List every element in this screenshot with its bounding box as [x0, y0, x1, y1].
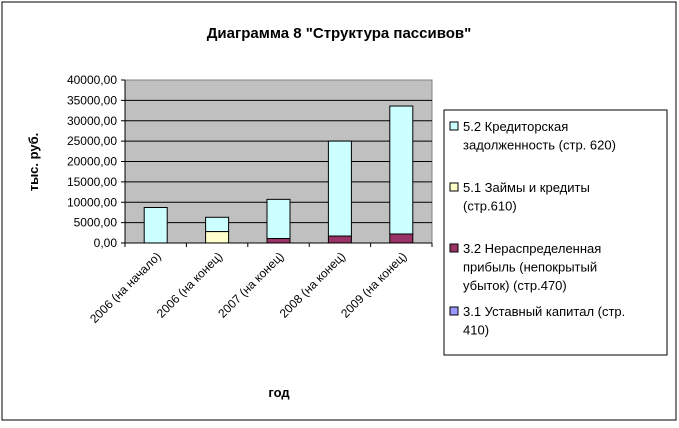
y-tick-label: 40000,00 — [67, 73, 117, 87]
legend-swatch — [450, 244, 458, 252]
bar-segment — [267, 199, 290, 238]
bar-segment — [390, 234, 413, 243]
chart-title: Диаграмма 8 "Структура пассивов" — [207, 25, 472, 42]
y-axis-ticks: 0,00 5000,00 10000,00 15000,00 20000,00 25000… — [67, 73, 125, 250]
legend-label: 3.2 Нераспределенная — [463, 241, 601, 256]
bar-segment — [206, 217, 229, 231]
y-tick-label: 35000,00 — [67, 93, 117, 107]
legend-label: 3.1 Уставный капитал (стр. — [463, 304, 625, 319]
y-tick-label: 0,00 — [94, 236, 118, 250]
y-axis-title: тыс. руб. — [26, 133, 41, 192]
y-tick-label: 30000,00 — [67, 114, 117, 128]
legend-label: прибыль (непокрытый — [463, 260, 597, 275]
bar-segment — [144, 208, 167, 243]
legend-swatch — [450, 307, 458, 315]
legend-label: 5.2 Кредиторская — [463, 119, 568, 134]
bar-segment — [390, 106, 413, 234]
legend-label: убыток) (стр.470) — [463, 278, 567, 293]
y-tick-label: 5000,00 — [74, 216, 118, 230]
y-tick-label: 20000,00 — [67, 155, 117, 169]
legend-swatch — [450, 183, 458, 191]
bar-segment — [328, 236, 351, 243]
y-tick-label: 25000,00 — [67, 134, 117, 148]
bar-segment — [206, 232, 229, 243]
bar-segment — [328, 141, 351, 236]
legend-label: задолженность (стр. 620) — [463, 138, 616, 153]
legend-label: 410) — [463, 323, 489, 338]
bar-segment — [267, 238, 290, 242]
y-tick-label: 10000,00 — [67, 195, 117, 209]
legend-label: (стр.610) — [463, 199, 517, 214]
x-axis-title: год — [268, 385, 290, 400]
legend-label: 5.1 Займы и кредиты — [463, 180, 590, 195]
y-tick-label: 15000,00 — [67, 175, 117, 189]
legend-swatch — [450, 122, 458, 130]
